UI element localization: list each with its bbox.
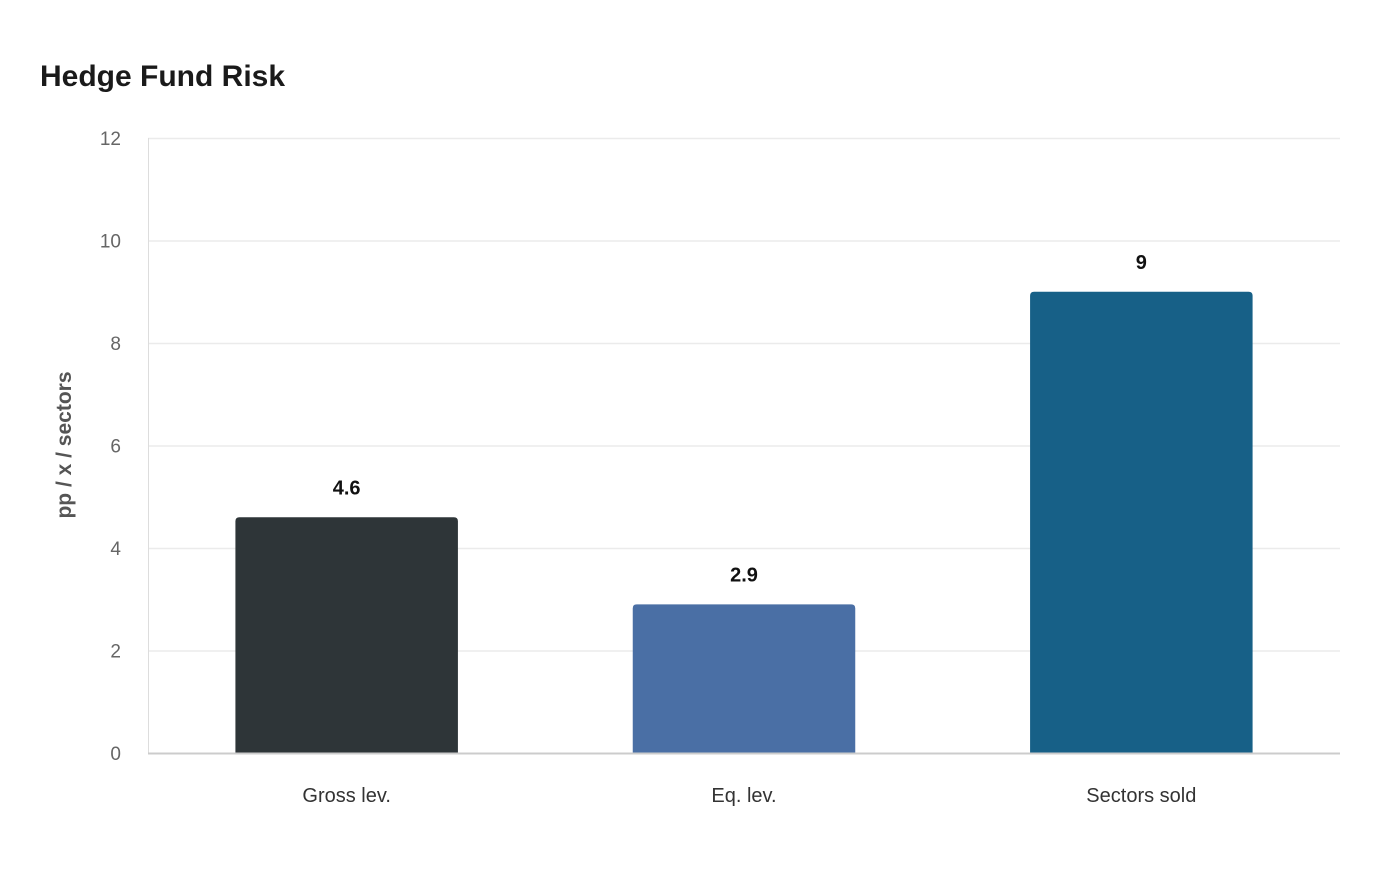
y-tick-label: 10 [100,232,121,253]
x-axis-ticks: Gross lev. Eq. lev. Sectors sold [302,785,1196,807]
bar [632,604,856,753]
bars: 4.6 2.9 9 [235,252,1253,753]
data-label: 2.9 [730,564,758,586]
bar [1030,291,1253,753]
chart-title: Hedge Fund Risk [40,60,286,93]
x-tick-label: Sectors sold [1086,785,1196,807]
data-label: 9 [1136,252,1147,274]
x-tick-label: Gross lev. [302,785,391,807]
y-tick-label: 8 [110,334,121,355]
y-tick-label: 2 [110,642,121,663]
data-label: 4.6 [333,477,361,499]
y-tick-label: 4 [110,539,121,560]
y-tick-label: 12 [100,129,121,150]
y-tick-label: 0 [110,744,121,765]
x-tick-label: Eq. lev. [711,785,776,807]
y-axis-label: pp / x / sectors [53,371,76,518]
y-tick-label: 6 [110,437,121,458]
bar [235,517,458,753]
y-axis-ticks: 0 2 4 6 8 10 12 [100,129,122,765]
